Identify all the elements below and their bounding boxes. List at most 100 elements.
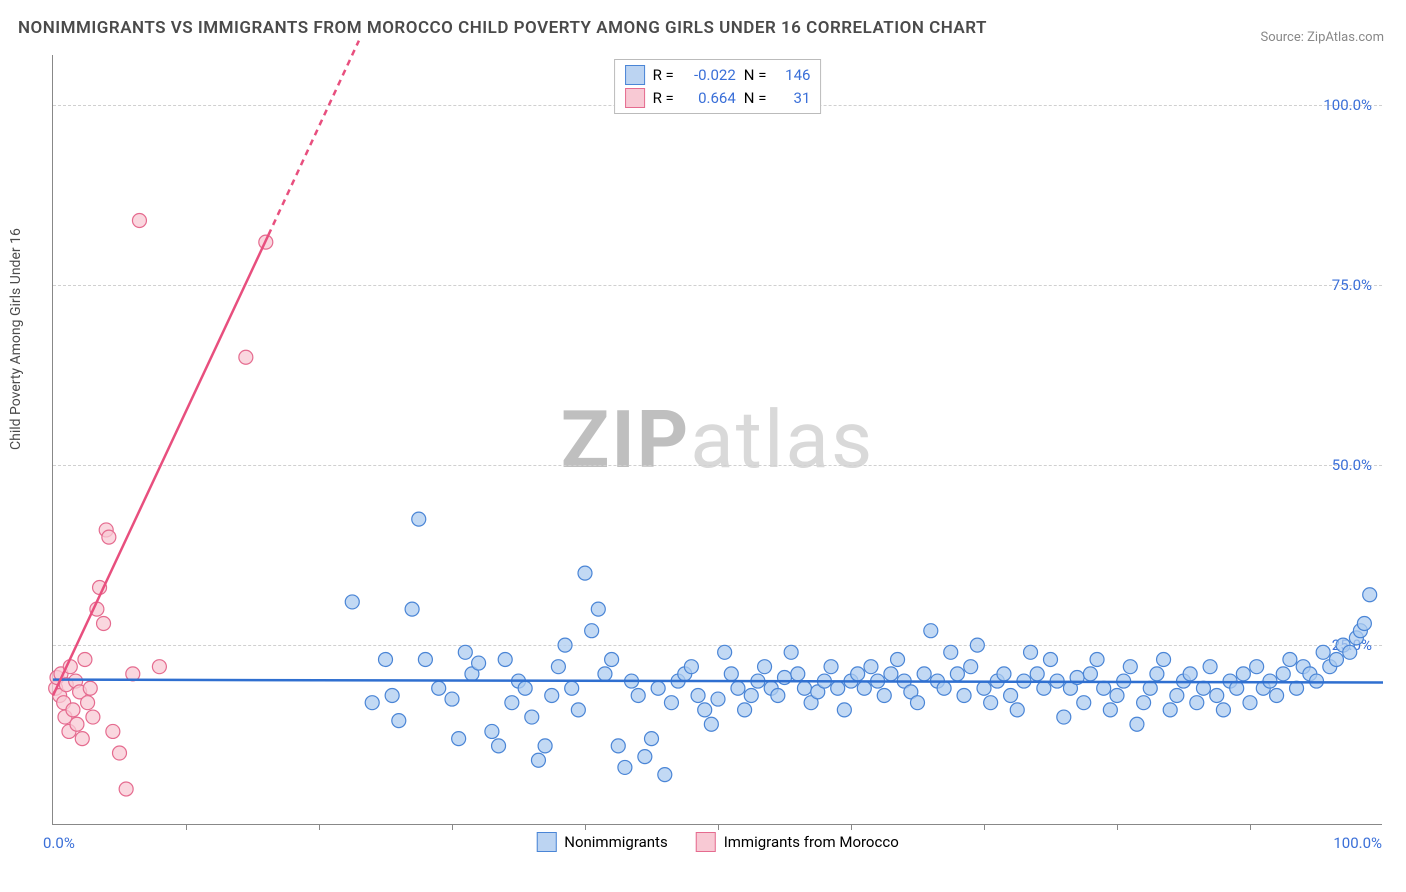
x-tick xyxy=(452,824,453,830)
data-point-nonimmigrants xyxy=(911,696,925,710)
data-point-nonimmigrants xyxy=(405,602,419,616)
data-point-nonimmigrants xyxy=(784,645,798,659)
legend-item-nonimmigrants: Nonimmigrants xyxy=(536,832,667,852)
data-point-immigrants xyxy=(66,703,80,717)
data-point-nonimmigrants xyxy=(791,667,805,681)
x-tick xyxy=(1250,824,1251,830)
data-point-nonimmigrants xyxy=(851,667,865,681)
data-point-nonimmigrants xyxy=(538,739,552,753)
data-point-nonimmigrants xyxy=(1024,645,1038,659)
data-point-nonimmigrants xyxy=(518,681,532,695)
data-point-nonimmigrants xyxy=(1030,667,1044,681)
data-point-nonimmigrants xyxy=(445,692,459,706)
r-label: R = xyxy=(653,64,674,87)
data-point-nonimmigrants xyxy=(1250,660,1264,674)
data-point-nonimmigrants xyxy=(724,667,738,681)
immigrants-swatch-icon xyxy=(625,88,645,108)
data-point-nonimmigrants xyxy=(970,638,984,652)
x-tick xyxy=(851,824,852,830)
data-point-nonimmigrants xyxy=(1037,681,1051,695)
data-point-nonimmigrants xyxy=(718,645,732,659)
data-point-nonimmigrants xyxy=(505,696,519,710)
data-point-nonimmigrants xyxy=(1097,681,1111,695)
data-point-nonimmigrants xyxy=(1157,652,1171,666)
data-point-nonimmigrants xyxy=(997,667,1011,681)
data-point-immigrants xyxy=(97,617,111,631)
data-point-nonimmigrants xyxy=(432,681,446,695)
data-point-nonimmigrants xyxy=(379,652,393,666)
data-point-nonimmigrants xyxy=(837,703,851,717)
data-point-nonimmigrants xyxy=(545,688,559,702)
data-point-immigrants xyxy=(81,696,95,710)
data-point-nonimmigrants xyxy=(1083,667,1097,681)
data-point-nonimmigrants xyxy=(658,768,672,782)
data-point-nonimmigrants xyxy=(824,660,838,674)
immigrants-n-value: 31 xyxy=(774,87,810,110)
data-point-nonimmigrants xyxy=(598,667,612,681)
data-point-immigrants xyxy=(86,710,100,724)
data-point-nonimmigrants xyxy=(412,512,426,526)
data-point-nonimmigrants xyxy=(458,645,472,659)
data-point-nonimmigrants xyxy=(1057,710,1071,724)
nonimmigrants-swatch-icon xyxy=(625,65,645,85)
data-point-nonimmigrants xyxy=(1283,652,1297,666)
data-point-nonimmigrants xyxy=(744,688,758,702)
series-legend: Nonimmigrants Immigrants from Morocco xyxy=(536,832,899,852)
data-point-nonimmigrants xyxy=(884,667,898,681)
data-point-immigrants xyxy=(102,530,116,544)
data-point-immigrants xyxy=(119,782,133,796)
data-point-nonimmigrants xyxy=(857,681,871,695)
chart-svg xyxy=(53,55,1382,824)
data-point-nonimmigrants xyxy=(977,681,991,695)
data-point-nonimmigrants xyxy=(1216,703,1230,717)
n-label: N = xyxy=(744,64,767,87)
data-point-immigrants xyxy=(239,350,253,364)
data-point-nonimmigrants xyxy=(664,696,678,710)
data-point-nonimmigrants xyxy=(631,688,645,702)
data-point-nonimmigrants xyxy=(1243,696,1257,710)
data-point-nonimmigrants xyxy=(1357,617,1371,631)
data-point-nonimmigrants xyxy=(1110,688,1124,702)
data-point-nonimmigrants xyxy=(1343,645,1357,659)
correlation-legend-row: R = 0.664 N = 31 xyxy=(625,87,811,110)
data-point-immigrants xyxy=(78,652,92,666)
data-point-nonimmigrants xyxy=(864,660,878,674)
data-point-nonimmigrants xyxy=(558,638,572,652)
r-label: R = xyxy=(653,87,674,110)
data-point-immigrants xyxy=(113,746,127,760)
source-prefix: Source: xyxy=(1260,30,1307,45)
data-point-nonimmigrants xyxy=(605,652,619,666)
data-point-nonimmigrants xyxy=(891,652,905,666)
source-attribution: Source: ZipAtlas.com xyxy=(1260,30,1384,45)
data-point-immigrants xyxy=(152,660,166,674)
chart-title: NONIMMIGRANTS VS IMMIGRANTS FROM MOROCCO… xyxy=(18,18,987,38)
nonimmigrants-n-value: 146 xyxy=(774,64,810,87)
data-point-nonimmigrants xyxy=(711,692,725,706)
data-point-nonimmigrants xyxy=(1203,660,1217,674)
immigrants-legend-label: Immigrants from Morocco xyxy=(724,833,899,851)
data-point-nonimmigrants xyxy=(937,681,951,695)
data-point-nonimmigrants xyxy=(551,660,565,674)
source-link[interactable]: ZipAtlas.com xyxy=(1307,30,1384,45)
data-point-nonimmigrants xyxy=(585,624,599,638)
data-point-nonimmigrants xyxy=(1183,667,1197,681)
data-point-nonimmigrants xyxy=(917,667,931,681)
data-point-nonimmigrants xyxy=(771,688,785,702)
data-point-nonimmigrants xyxy=(385,688,399,702)
data-point-nonimmigrants xyxy=(365,696,379,710)
data-point-nonimmigrants xyxy=(591,602,605,616)
nonimmigrants-legend-label: Nonimmigrants xyxy=(564,833,667,851)
data-point-nonimmigrants xyxy=(345,595,359,609)
data-point-nonimmigrants xyxy=(645,732,659,746)
data-point-nonimmigrants xyxy=(578,566,592,580)
data-point-nonimmigrants xyxy=(1150,667,1164,681)
data-point-nonimmigrants xyxy=(1010,703,1024,717)
y-axis-label: Child Poverty Among Girls Under 16 xyxy=(8,228,24,450)
x-tick xyxy=(1117,824,1118,830)
data-point-nonimmigrants xyxy=(418,652,432,666)
data-point-nonimmigrants xyxy=(984,696,998,710)
data-point-nonimmigrants xyxy=(758,660,772,674)
data-point-nonimmigrants xyxy=(1363,588,1377,602)
data-point-immigrants xyxy=(83,681,97,695)
data-point-nonimmigrants xyxy=(1077,696,1091,710)
